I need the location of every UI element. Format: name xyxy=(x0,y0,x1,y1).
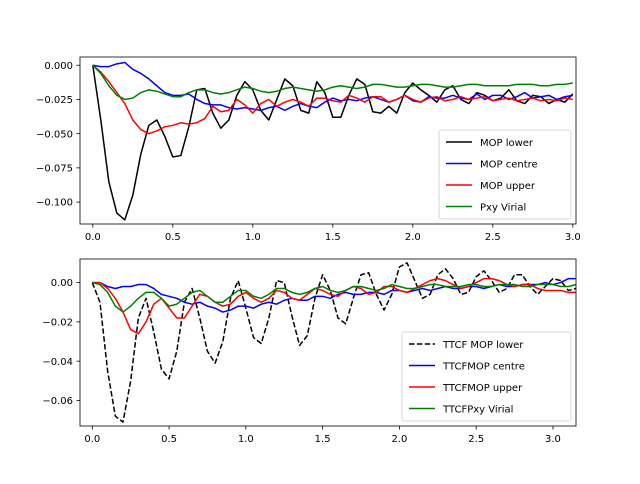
legend-box xyxy=(401,331,572,422)
y-tick-label: −0.100 xyxy=(36,198,73,209)
axes-frame xyxy=(79,258,577,427)
legend-label: MOP centre xyxy=(480,160,538,171)
series-line-ttcf-mop-lower xyxy=(91,262,576,423)
y-tick-label: −0.06 xyxy=(42,396,73,407)
x-tick-label: 0.5 xyxy=(165,232,181,243)
x-tick-label: 3.0 xyxy=(565,232,581,243)
x-tick-label: 0.0 xyxy=(84,434,100,445)
x-tick-label: 1.0 xyxy=(245,232,261,243)
legend: TTCF MOP lower TTCFMOP centre TTCFMOP uppe… xyxy=(401,331,572,422)
y-tick-label: −0.025 xyxy=(36,95,73,106)
y-tick-label: −0.02 xyxy=(42,317,73,328)
x-tick-label: 0.0 xyxy=(85,232,101,243)
y-tick-label: 0.00 xyxy=(51,278,73,289)
y-tick-label: −0.075 xyxy=(36,163,73,174)
x-tick-label: 1.5 xyxy=(315,434,331,445)
series-line-ttcfmop-upper xyxy=(92,277,576,335)
legend-label: TTCFMOP centre xyxy=(442,362,525,373)
y-tick-label: 0.000 xyxy=(44,61,73,72)
x-tick-label: 2.5 xyxy=(485,232,501,243)
series-line-mop-centre xyxy=(92,61,573,112)
y-tick-label: −0.050 xyxy=(36,129,73,140)
legend-label: TTCF MOP lower xyxy=(442,340,524,351)
legend-label: TTCFPxy Virial xyxy=(442,405,513,416)
legend-label: TTCFMOP upper xyxy=(442,383,523,394)
legend-label: Pxy Virial xyxy=(480,203,526,214)
axes-frame xyxy=(79,56,577,225)
x-tick-label: 0.5 xyxy=(161,434,177,445)
legend-label: MOP lower xyxy=(480,138,534,149)
chart-panel-2: 0.0 0.5 1.0 1.5 2.0 2.5 3.0 0.00 −0.02 −0.04 −0.06… xyxy=(42,258,577,445)
chart-panel-1: 0.0 0.5 1.0 1.5 2.0 2.5 3.0 0.000 −0.025 −0.050 −0… xyxy=(36,56,581,243)
series-line-mop-upper xyxy=(92,64,573,135)
legend-label: MOP upper xyxy=(480,181,536,192)
x-tick-label: 2.0 xyxy=(391,434,407,445)
x-tick-label: 1.5 xyxy=(325,232,341,243)
series-line-ttcfpxy-virial xyxy=(92,281,576,313)
x-tick-label: 2.5 xyxy=(468,434,484,445)
legend-box xyxy=(438,129,572,220)
x-tick-label: 2.0 xyxy=(405,232,421,243)
y-tick-label: −0.04 xyxy=(42,357,73,368)
legend: MOP lower MOP centre MOP upper Pxy Virial xyxy=(438,129,572,220)
x-tick-label: 1.0 xyxy=(238,434,254,445)
series-line-pxy-virial xyxy=(92,64,573,101)
x-tick-label: 3.0 xyxy=(545,434,561,445)
